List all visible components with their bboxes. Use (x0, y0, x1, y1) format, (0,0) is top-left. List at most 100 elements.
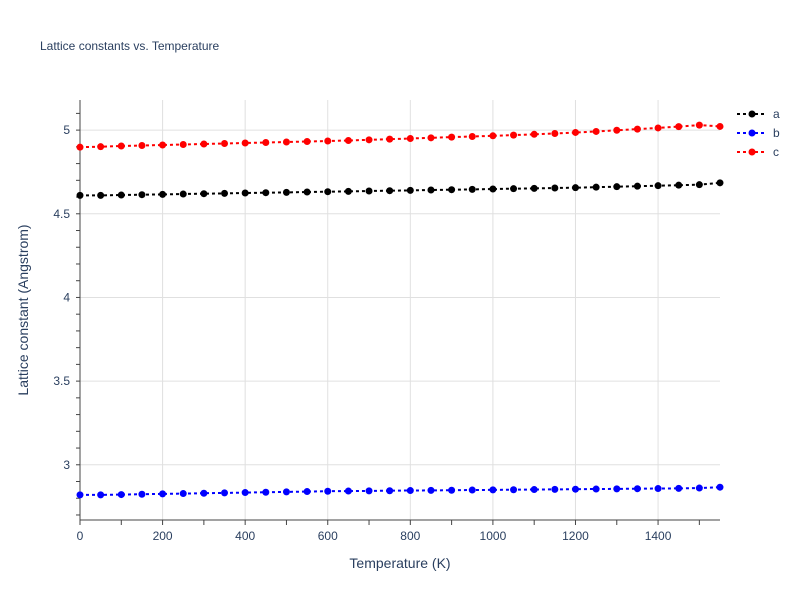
data-point-b (633, 485, 641, 493)
data-point-b (282, 488, 290, 496)
data-point-a (76, 191, 84, 199)
data-point-c (303, 137, 311, 145)
data-point-b (159, 490, 167, 498)
data-point-a (695, 181, 703, 189)
data-point-b (241, 489, 249, 497)
x-tick-label: 600 (318, 529, 338, 543)
data-point-c (138, 142, 146, 150)
data-point-a (489, 185, 497, 193)
data-point-a (344, 187, 352, 195)
data-point-c (221, 140, 229, 148)
legend[interactable]: abc (737, 107, 780, 159)
data-point-b (303, 488, 311, 496)
data-point-b (571, 485, 579, 493)
data-point-c (695, 121, 703, 129)
data-point-b (406, 487, 414, 495)
data-point-a (159, 190, 167, 198)
data-point-b (76, 491, 84, 499)
data-point-c (241, 139, 249, 147)
data-point-c (200, 140, 208, 148)
x-tick-label: 1400 (645, 529, 672, 543)
data-point-a (221, 189, 229, 197)
data-point-c (406, 134, 414, 142)
data-point-b (695, 484, 703, 492)
data-point-b (262, 488, 270, 496)
data-point-b (592, 485, 600, 493)
data-point-b (675, 484, 683, 492)
data-point-a (262, 189, 270, 197)
data-point-a (675, 181, 683, 189)
data-point-c (613, 126, 621, 134)
y-tick-label: 3 (63, 458, 70, 472)
data-point-a (468, 185, 476, 193)
legend-marker-b (748, 129, 756, 137)
legend-item-b[interactable]: b (737, 126, 780, 140)
data-point-a (179, 190, 187, 198)
data-point-a (97, 191, 105, 199)
data-point-b (117, 491, 125, 499)
legend-item-c[interactable]: c (737, 145, 779, 159)
grid (80, 100, 720, 520)
y-axis-label: Lattice constant (Angstrom) (15, 224, 31, 395)
data-point-c (675, 123, 683, 131)
data-point-b (510, 486, 518, 494)
data-point-b (179, 490, 187, 498)
data-point-c (427, 134, 435, 142)
data-point-a (654, 182, 662, 190)
legend-marker-a (748, 110, 756, 118)
data-point-b (324, 487, 332, 495)
y-tick-label: 4.5 (53, 207, 70, 221)
chart-title: Lattice constants vs. Temperature (40, 39, 220, 53)
y-tick-label: 5 (63, 123, 70, 137)
data-point-a (716, 179, 724, 187)
data-point-a (633, 182, 641, 190)
x-tick-label: 1000 (480, 529, 507, 543)
data-point-c (386, 135, 394, 143)
series-line-b (80, 486, 721, 496)
legend-label-b: b (773, 126, 780, 140)
data-point-a (241, 189, 249, 197)
x-tick-label: 1200 (562, 529, 589, 543)
series-b (76, 483, 724, 499)
data-point-c (282, 138, 290, 146)
data-point-b (97, 491, 105, 499)
data-point-a (592, 183, 600, 191)
data-point-b (530, 486, 538, 494)
data-point-b (551, 485, 559, 493)
series-group (76, 121, 724, 499)
data-point-c (117, 142, 125, 150)
data-point-a (530, 184, 538, 192)
data-point-c (159, 141, 167, 149)
data-point-c (344, 136, 352, 144)
data-point-c (179, 141, 187, 149)
series-a (76, 179, 724, 199)
x-tick-label: 800 (400, 529, 420, 543)
axes (76, 100, 720, 525)
data-point-a (365, 187, 373, 195)
x-tick-label: 200 (153, 529, 173, 543)
data-point-b (716, 483, 724, 491)
series-line-a (80, 181, 721, 197)
data-point-a (303, 188, 311, 196)
data-point-a (571, 184, 579, 192)
x-tick-labels: 0 200 400 600 800 1000 1200 1400 (77, 529, 672, 543)
data-point-b (200, 489, 208, 497)
data-point-a (138, 191, 146, 199)
data-point-c (489, 132, 497, 140)
data-point-b (427, 486, 435, 494)
data-point-a (427, 186, 435, 194)
data-point-c (654, 124, 662, 132)
data-point-b (365, 487, 373, 495)
data-point-a (117, 191, 125, 199)
data-point-c (551, 129, 559, 137)
data-point-b (386, 487, 394, 495)
y-tick-labels: 3 3.5 4 4.5 5 (53, 123, 70, 472)
data-point-c (448, 133, 456, 141)
legend-item-a[interactable]: a (737, 107, 780, 121)
data-point-b (489, 486, 497, 494)
data-point-b (654, 485, 662, 493)
data-point-a (200, 190, 208, 198)
data-point-c (633, 125, 641, 133)
data-point-c (324, 137, 332, 145)
